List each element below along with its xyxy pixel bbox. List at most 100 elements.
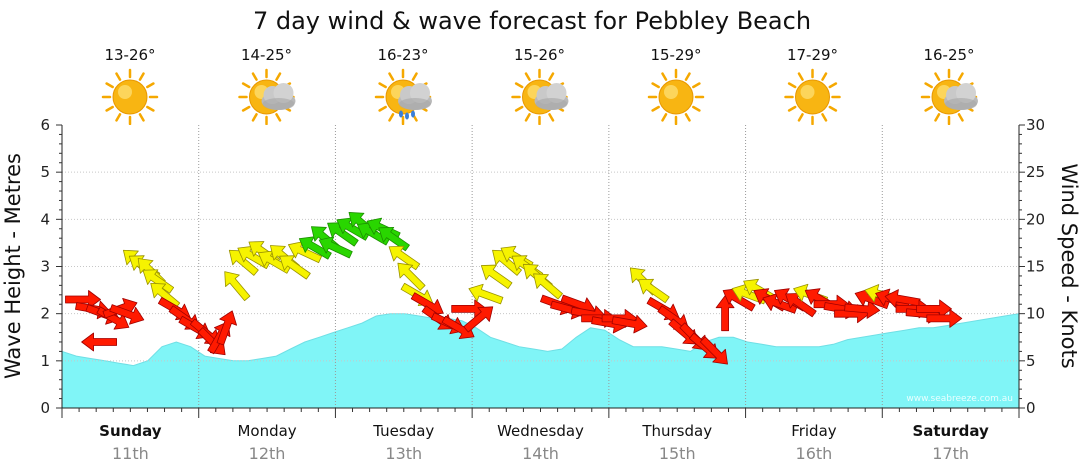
day-label-tuesday: Tuesday [372, 422, 434, 440]
sun-ray [957, 72, 964, 81]
wind-arrow [81, 332, 117, 352]
wind-arrow [785, 292, 817, 318]
sun-ray [105, 105, 114, 112]
sun-shine [800, 85, 815, 99]
sun-ray [692, 82, 701, 89]
wind-arrow-shape [224, 271, 251, 302]
wave-tick-label: 3 [40, 258, 50, 276]
credit-text: www.seabreeze.com.au [906, 394, 1013, 404]
sun-ray [514, 105, 524, 112]
wind-arrow-shape [884, 289, 921, 308]
wave-tick-label: 6 [40, 116, 50, 134]
wind-arrow-shape [378, 226, 410, 252]
wind-arrow-shape [298, 236, 332, 260]
temp-friday: 17-29° [787, 46, 838, 64]
wind-arrow-shape [480, 264, 513, 289]
day-label-friday: Friday [791, 422, 837, 440]
sun-ray [378, 105, 387, 112]
temp-saturday: 16-25° [923, 46, 974, 64]
sun-ray [251, 113, 258, 122]
wind-arrow [318, 236, 353, 259]
wind-arrow-shape [785, 292, 817, 318]
sun-ray [115, 72, 122, 81]
wind-arrow-shape [228, 249, 259, 276]
showers-icon [374, 68, 432, 126]
wind-arrow [279, 255, 311, 280]
date-label-monday: 12th [249, 444, 286, 463]
sun-ray [934, 113, 941, 122]
wind-arrow [480, 264, 513, 289]
sun-ray [787, 105, 797, 112]
wind-arrow [397, 262, 426, 291]
wind-arrow [844, 300, 881, 319]
wind-arrow [228, 249, 259, 276]
ylabel-right: Wind Speed - Knots [1057, 163, 1080, 368]
partly-cloudy-icon [920, 68, 978, 126]
cloud-shadow [262, 98, 295, 110]
sun-ray [524, 113, 531, 122]
sun-ray [514, 82, 524, 89]
cloud-shadow [945, 98, 977, 110]
date-label-tuesday: 13th [385, 444, 422, 463]
partly-cloudy-icon [511, 68, 569, 126]
sun-ray [797, 113, 804, 122]
wave-tick-label: 0 [40, 399, 50, 417]
sunny-icon [101, 68, 159, 126]
wind-arrow-shape [468, 283, 504, 305]
ylabel-left: Wave Height - Metres [1, 153, 25, 379]
day-label-thursday: Thursday [641, 422, 712, 440]
sun-ray [241, 82, 251, 89]
sun-ray [924, 82, 933, 89]
sun-ray [146, 105, 155, 112]
sun-ray [797, 72, 804, 81]
sun-shine [118, 85, 132, 99]
wind-tick-label: 0 [1026, 399, 1036, 417]
sun-ray [957, 113, 964, 122]
sun-ray [651, 82, 660, 89]
sun-ray [684, 72, 691, 81]
wind-arrow [150, 282, 181, 309]
sunny-icon [784, 68, 841, 126]
wind-arrow [216, 310, 238, 346]
cloud-shape [534, 83, 569, 110]
wind-tick-label: 10 [1026, 305, 1045, 323]
temp-tuesday: 16-23° [377, 46, 428, 64]
sun-ray [924, 105, 933, 112]
sun-ray [138, 113, 145, 122]
day-label-monday: Monday [237, 422, 296, 440]
wind-arrow-shape [533, 273, 563, 300]
temp-wednesday: 15-26° [514, 46, 565, 64]
wind-arrow [142, 269, 175, 294]
sun-ray [241, 105, 251, 112]
wind-arrow [926, 308, 963, 328]
cloud-shape [261, 83, 296, 110]
wave-tick-label: 2 [40, 305, 50, 323]
wave-tick-label: 1 [40, 352, 50, 370]
sun-ray [821, 113, 828, 122]
sun-ray [115, 113, 122, 122]
sun-ray [251, 72, 258, 81]
sun-ray [275, 113, 282, 122]
wind-arrow [638, 278, 670, 304]
sun-shine [664, 85, 678, 99]
sun-ray [787, 82, 797, 89]
sun-ray [388, 113, 395, 122]
wind-arrow [298, 236, 332, 260]
sun-ray [828, 105, 838, 112]
wind-tick-label: 15 [1026, 258, 1045, 276]
wind-arrow-shape [638, 278, 670, 304]
wind-arrow [65, 290, 101, 309]
cloud-shape [944, 83, 978, 110]
wind-arrow [327, 222, 359, 247]
wind-arrow [224, 271, 251, 302]
rain-drop [399, 110, 403, 118]
date-label-sunday: 11th [112, 444, 149, 463]
date-label-thursday: 15th [659, 444, 696, 463]
wind-arrow-shape [279, 255, 311, 280]
day-label-sunday: Sunday [99, 422, 162, 440]
wave-height-area [61, 313, 1020, 409]
wind-arrow-shape [142, 269, 175, 294]
wind-arrow [884, 289, 921, 308]
wind-arrow-shape [916, 299, 952, 319]
date-label-friday: 16th [796, 444, 833, 463]
